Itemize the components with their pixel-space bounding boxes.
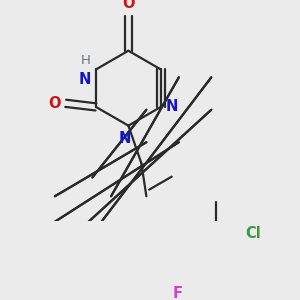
Text: F: F: [172, 286, 182, 300]
Text: O: O: [122, 0, 135, 11]
Text: Cl: Cl: [245, 226, 261, 241]
Text: N: N: [166, 99, 178, 114]
Text: N: N: [118, 131, 131, 146]
Text: N: N: [79, 72, 91, 87]
Text: O: O: [48, 96, 61, 111]
Text: H: H: [81, 54, 91, 67]
